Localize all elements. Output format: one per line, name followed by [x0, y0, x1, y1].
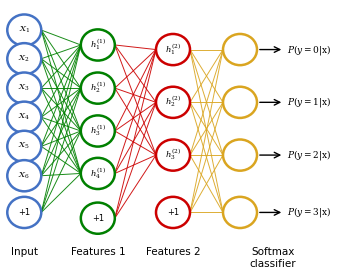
Text: Input: Input — [11, 247, 38, 257]
Text: $h_2^{(2)}$: $h_2^{(2)}$ — [165, 95, 181, 109]
Ellipse shape — [81, 158, 115, 189]
Text: +1: +1 — [92, 214, 104, 223]
Text: $X_3$: $X_3$ — [18, 83, 30, 93]
Ellipse shape — [7, 131, 41, 162]
Ellipse shape — [156, 34, 190, 65]
Ellipse shape — [7, 197, 41, 228]
Ellipse shape — [7, 160, 41, 191]
Ellipse shape — [7, 73, 41, 104]
Text: $X_5$: $X_5$ — [18, 141, 30, 151]
Text: $X_1$: $X_1$ — [19, 25, 30, 35]
Ellipse shape — [7, 102, 41, 133]
Text: Features 2: Features 2 — [146, 247, 200, 257]
Text: $P(y=3|\mathrm{x})$: $P(y=3|\mathrm{x})$ — [288, 205, 332, 220]
Text: +1: +1 — [18, 208, 30, 217]
Ellipse shape — [223, 87, 257, 118]
Text: $h_1^{(1)}$: $h_1^{(1)}$ — [90, 38, 106, 52]
Ellipse shape — [7, 15, 41, 46]
Text: $h_2^{(1)}$: $h_2^{(1)}$ — [90, 81, 106, 95]
Ellipse shape — [81, 202, 115, 234]
Text: $h_3^{(1)}$: $h_3^{(1)}$ — [90, 124, 106, 138]
Text: Softmax
classifier: Softmax classifier — [249, 247, 296, 269]
Text: $X_4$: $X_4$ — [18, 112, 30, 122]
Ellipse shape — [223, 140, 257, 171]
Ellipse shape — [7, 43, 41, 74]
Text: +1: +1 — [167, 208, 179, 217]
Text: $h_4^{(1)}$: $h_4^{(1)}$ — [90, 166, 106, 181]
Text: $h_3^{(2)}$: $h_3^{(2)}$ — [165, 148, 181, 162]
Text: $X_2$: $X_2$ — [18, 54, 30, 64]
Ellipse shape — [223, 34, 257, 65]
Ellipse shape — [81, 73, 115, 104]
Text: $h_1^{(2)}$: $h_1^{(2)}$ — [165, 42, 181, 57]
Ellipse shape — [81, 115, 115, 147]
Ellipse shape — [81, 29, 115, 60]
Text: $X_6$: $X_6$ — [18, 171, 30, 181]
Ellipse shape — [223, 197, 257, 228]
Text: $P(y=0|\mathrm{x})$: $P(y=0|\mathrm{x})$ — [288, 43, 332, 56]
Ellipse shape — [156, 87, 190, 118]
Text: $P(y=1|\mathrm{x})$: $P(y=1|\mathrm{x})$ — [288, 95, 332, 109]
Text: $P(y=2|\mathrm{x})$: $P(y=2|\mathrm{x})$ — [288, 148, 332, 162]
Ellipse shape — [156, 197, 190, 228]
Text: Features 1: Features 1 — [71, 247, 125, 257]
Ellipse shape — [156, 140, 190, 171]
